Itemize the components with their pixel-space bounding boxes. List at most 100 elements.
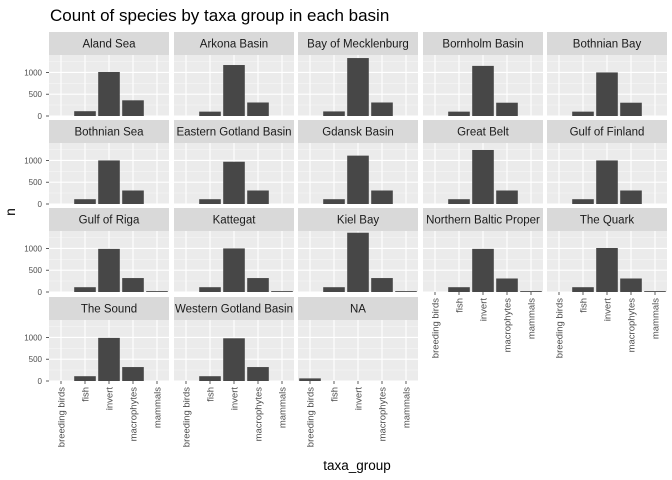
bar-mammals: [271, 291, 293, 292]
facet-label: NA: [350, 304, 366, 316]
facet-panel: The Quark breeding birds fish invert macroph…: [547, 208, 667, 358]
bar-fish: [323, 287, 345, 292]
facet-label: Bothnian Bay: [573, 39, 642, 51]
facet-label: Northern Baltic Proper: [426, 215, 540, 227]
bar-macrophytes: [496, 278, 518, 292]
bar-fish: [448, 111, 470, 116]
x-tick-label: fish: [455, 298, 466, 313]
facet-strip: [49, 208, 169, 231]
facet-panel: Aland Sea 0 500 1000: [24, 32, 169, 121]
y-tick-label: 1000: [24, 244, 42, 253]
bar-macrophytes: [496, 190, 518, 204]
facet-label: Western Gotland Basin: [175, 304, 293, 316]
facet-panel: Bay of Mecklenburg: [298, 32, 418, 117]
bar-fish: [74, 376, 96, 381]
facet-panel: Great Belt: [423, 120, 543, 205]
facet-panel: The Sound 0 500 1000 breeding birds fish inver…: [24, 297, 169, 447]
facet-strip: [298, 297, 418, 320]
bar-mammals: [644, 291, 666, 292]
facet-strip: [547, 120, 667, 143]
facet-panel: Bothnian Bay: [547, 32, 667, 117]
x-tick-label: macrophytes: [254, 387, 265, 442]
x-tick-label: macrophytes: [129, 387, 140, 442]
bar-invert: [596, 72, 618, 116]
bar-invert: [223, 65, 245, 116]
chart-title: Count of species by taxa group in each b…: [50, 6, 389, 25]
facet-strip: [174, 297, 294, 320]
facet-strip: [423, 120, 543, 143]
bar-fish: [323, 111, 345, 116]
y-tick-label: 500: [29, 178, 43, 187]
facet-panel: Gulf of Finland: [547, 120, 667, 205]
x-tick-label: breeding birds: [182, 387, 193, 447]
bar-invert: [472, 248, 494, 292]
bar-mammals: [146, 291, 168, 292]
y-tick-label: 1000: [24, 68, 42, 77]
facet-panel: Northern Baltic Proper breeding birds fish…: [423, 208, 543, 358]
x-tick-label: breeding birds: [57, 387, 68, 447]
bar-fish: [572, 199, 594, 204]
bar-fish: [448, 287, 470, 292]
facet-label: Gulf of Riga: [79, 215, 140, 227]
bar-invert: [472, 65, 494, 116]
x-tick-label: invert: [105, 387, 116, 411]
x-tick-label: macrophytes: [627, 298, 638, 353]
bar-macrophytes: [247, 278, 269, 292]
bar-fish: [323, 199, 345, 204]
y-tick-label: 0: [38, 200, 43, 209]
facet-panel: Gulf of Riga 0 500 1000: [24, 208, 169, 297]
x-tick-label: invert: [479, 298, 490, 322]
facet-panel: Bothnian Sea 0 500 1000: [24, 120, 169, 209]
bar-invert: [98, 248, 120, 292]
bar-macrophytes: [247, 102, 269, 116]
y-tick-label: 0: [38, 112, 43, 121]
facet-panel: Western Gotland Basin breeding birds fish i…: [174, 297, 294, 447]
x-tick-label: invert: [603, 298, 614, 322]
facet-strip: [423, 208, 543, 231]
facet-strip: [174, 208, 294, 231]
facet-panel: NA breeding birds fish invert macrophytes mam…: [298, 297, 418, 447]
facet-label: Aland Sea: [82, 39, 136, 51]
bar-macrophytes: [247, 190, 269, 204]
bar-macrophytes: [620, 190, 642, 204]
facet-label: Gulf of Finland: [570, 127, 645, 139]
bar-invert: [596, 160, 618, 204]
bar-invert: [347, 155, 369, 204]
bar-invert: [98, 71, 120, 116]
facet-strip: [298, 32, 418, 55]
y-tick-label: 1000: [24, 156, 42, 165]
facet-strip: [49, 32, 169, 55]
facet-label: Kattegat: [213, 215, 257, 227]
bar-macrophytes: [247, 367, 269, 381]
facet-panel: Eastern Gotland Basin: [174, 120, 294, 205]
x-tick-label: macrophytes: [503, 298, 514, 353]
facet-strip: [547, 208, 667, 231]
x-tick-label: breeding birds: [306, 387, 317, 447]
bar-mammals: [520, 291, 542, 292]
bar-fish: [448, 199, 470, 204]
bar-macrophytes: [122, 190, 144, 204]
bar-fish: [572, 111, 594, 116]
x-tick-label: mammals: [278, 387, 289, 428]
facet-label: Kiel Bay: [337, 215, 379, 227]
facet-strip: [174, 120, 294, 143]
facet-label: Bothnian Sea: [74, 127, 144, 139]
facet-label: Arkona Basin: [200, 39, 268, 51]
bar-fish: [199, 376, 221, 381]
x-tick-label: mammals: [651, 298, 662, 339]
bar-fish: [199, 287, 221, 292]
facet-label: Bay of Mecklenburg: [307, 39, 409, 51]
facet-panel: Bornholm Basin: [423, 32, 543, 117]
bar-invert: [347, 58, 369, 116]
bar-macrophytes: [122, 100, 144, 116]
facet-panel: Gdansk Basin: [298, 120, 418, 205]
bar-invert: [98, 337, 120, 381]
bar-breeding-birds: [299, 378, 321, 381]
y-tick-label: 500: [29, 355, 43, 364]
y-tick-label: 0: [38, 288, 43, 297]
x-tick-label: mammals: [153, 387, 164, 428]
facet-strip: [298, 208, 418, 231]
bar-invert: [347, 232, 369, 292]
x-tick-label: breeding birds: [431, 298, 442, 358]
